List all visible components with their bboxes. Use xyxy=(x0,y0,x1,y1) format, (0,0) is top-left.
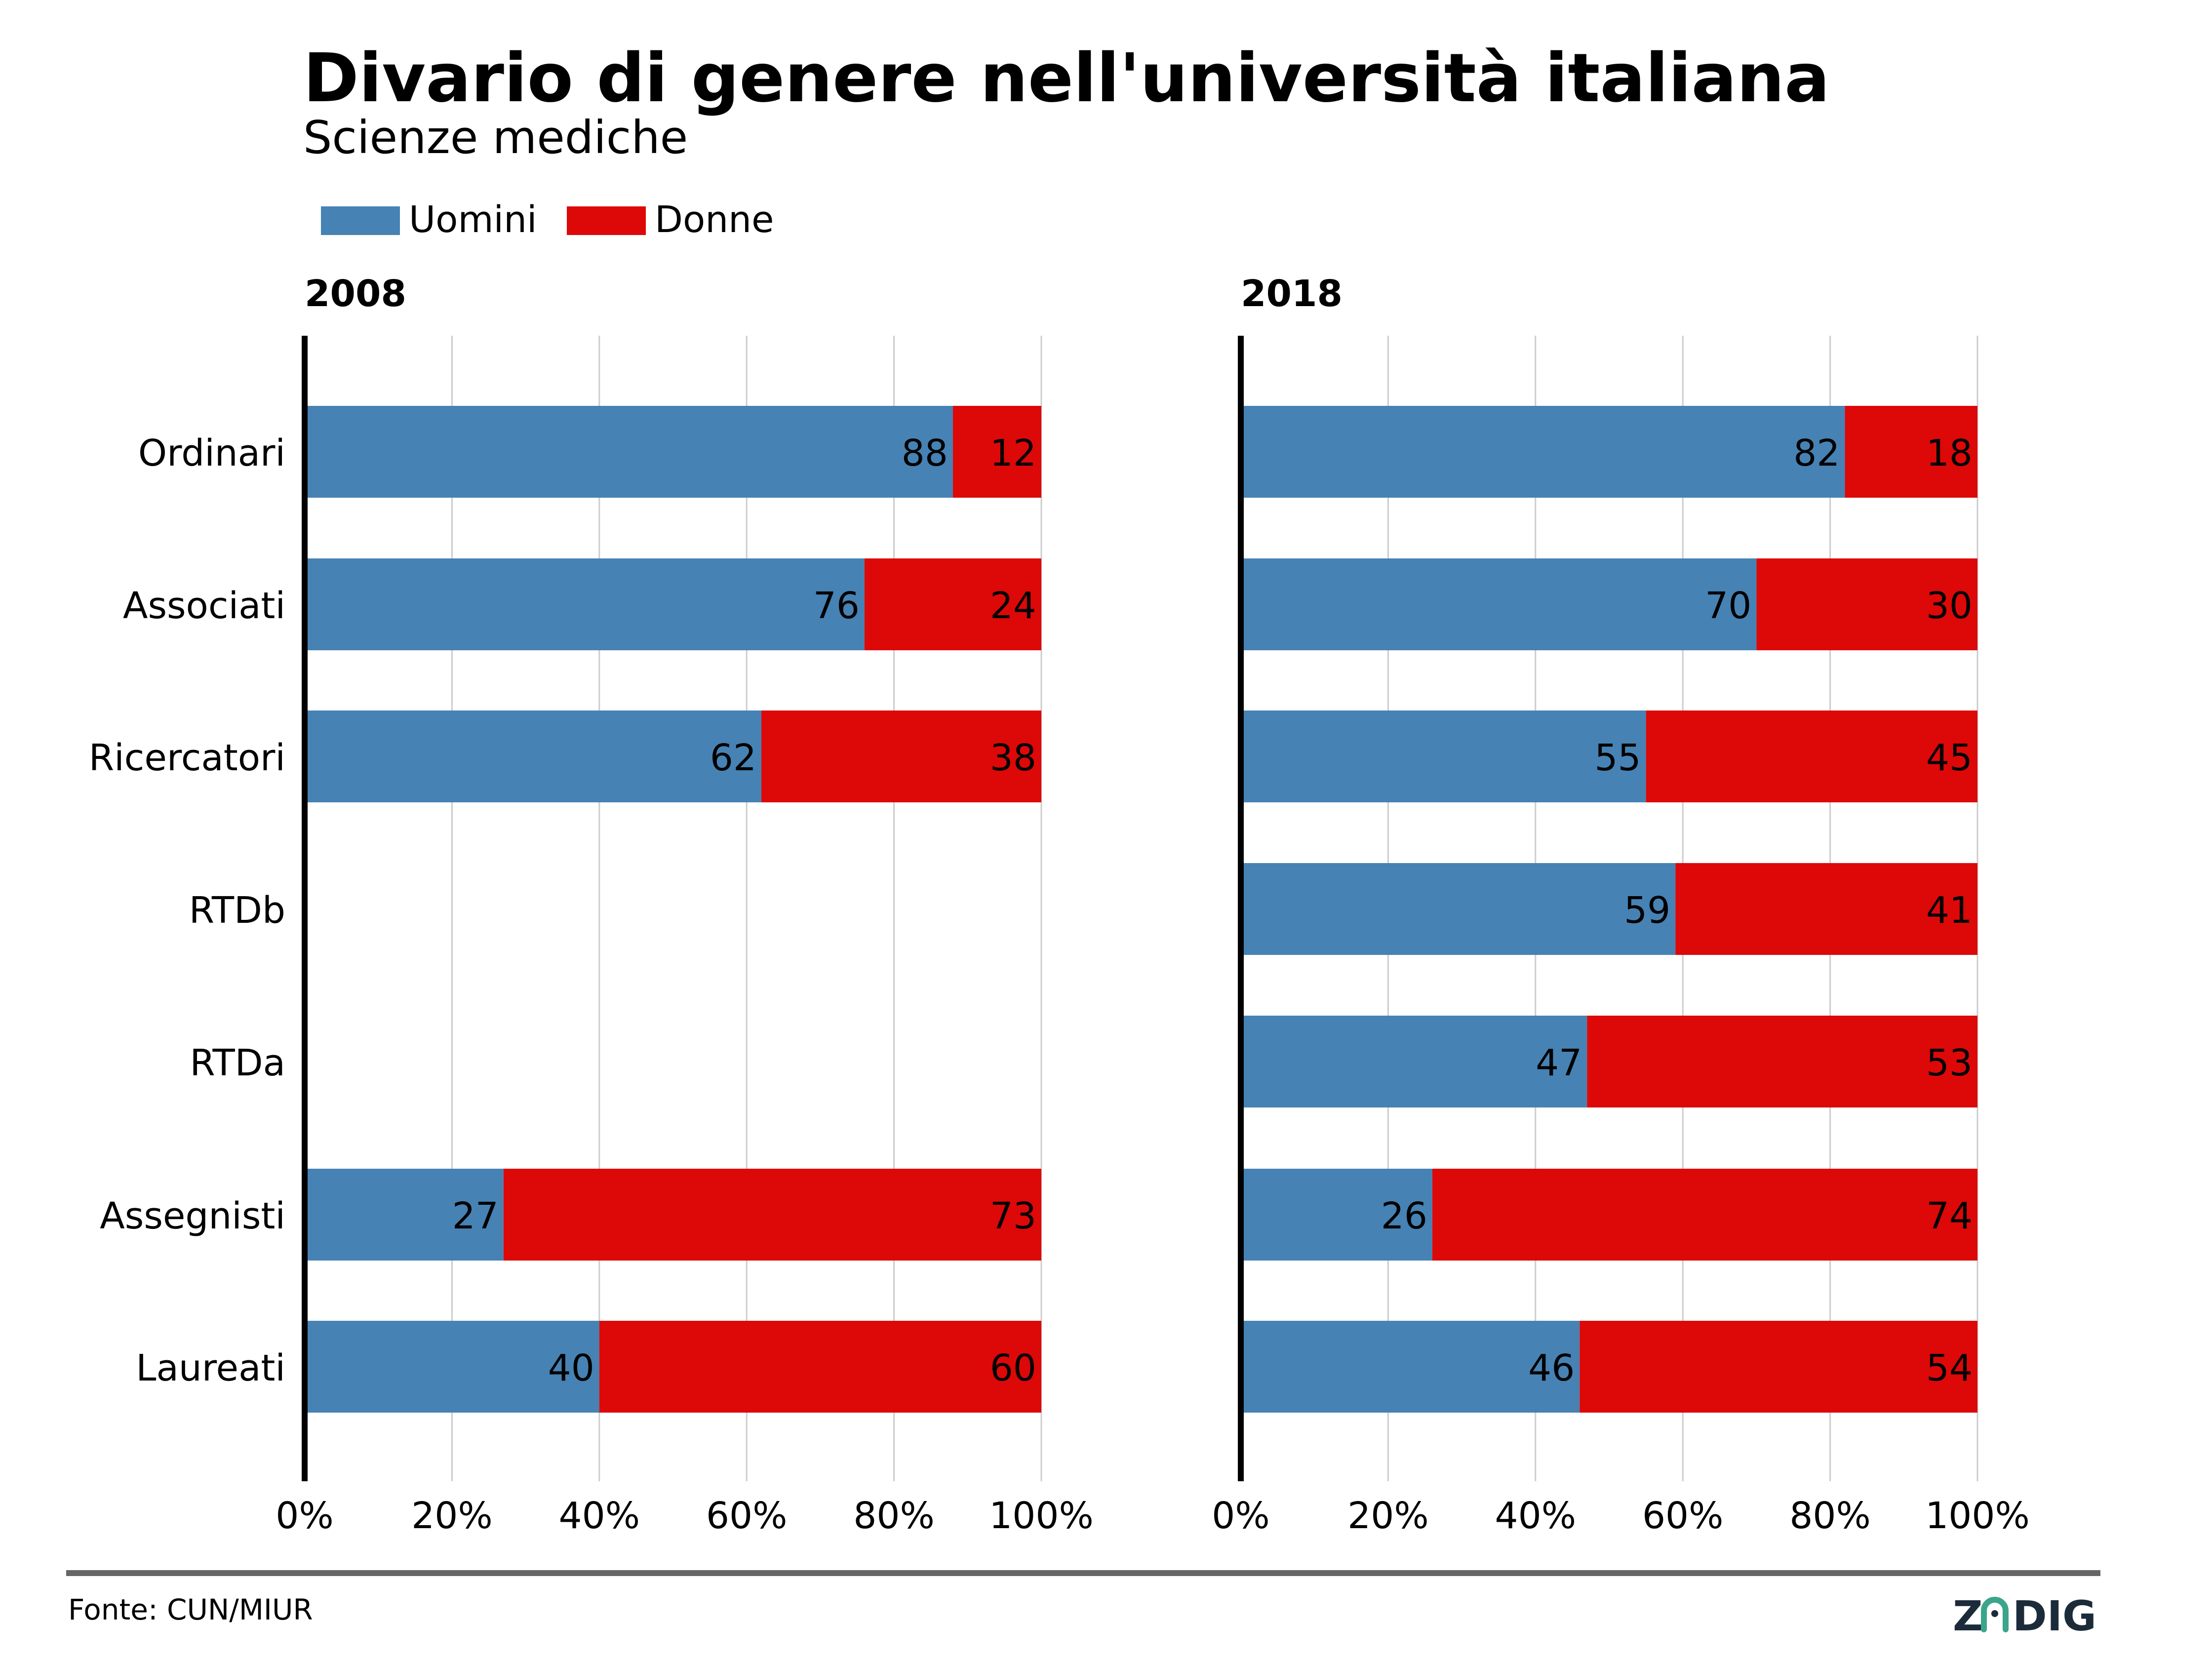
category-label: Ordinari xyxy=(138,432,285,474)
data-label: 55 xyxy=(1594,737,1641,779)
bar-uomini xyxy=(1241,1169,1432,1261)
bar-uomini xyxy=(1241,711,1646,802)
bar-donne xyxy=(952,406,1041,498)
data-label: 27 xyxy=(452,1195,499,1237)
x-tick-label: 40% xyxy=(1495,1495,1576,1537)
data-label: 24 xyxy=(990,585,1036,627)
legend: Uomini Donne xyxy=(321,198,774,241)
legend-item-uomini: Uomini xyxy=(321,198,537,241)
bar-donne xyxy=(1675,863,1977,955)
bar-uomini xyxy=(305,711,762,802)
chart-panel-2008: 2008 88 12 Ordinari 76 24 Associati 62 38 Ricerca… xyxy=(89,273,1094,1537)
legend-swatch xyxy=(321,206,400,235)
x-tick-label: 40% xyxy=(559,1495,640,1537)
x-tick-label: 60% xyxy=(706,1495,787,1537)
chart-title: Divario di genere nell'università italia… xyxy=(303,40,1830,118)
data-label: 76 xyxy=(813,585,860,627)
bar-donne xyxy=(1587,1016,1977,1107)
category-label: Ricercatori xyxy=(89,737,285,779)
brand-logo: Z DIG xyxy=(1953,1592,2096,1640)
bar-uomini xyxy=(305,1169,504,1261)
bar-donne xyxy=(599,1321,1041,1413)
legend-label: Uomini xyxy=(409,198,537,241)
bar-donne xyxy=(503,1169,1041,1261)
data-label: 62 xyxy=(710,737,756,779)
data-label: 88 xyxy=(902,432,948,474)
category-label: Associati xyxy=(123,585,285,627)
bar-donne xyxy=(1432,1169,1977,1261)
data-label: 47 xyxy=(1536,1042,1582,1084)
bar-donne xyxy=(864,558,1041,650)
data-label: 40 xyxy=(548,1347,594,1389)
x-tick-label: 0% xyxy=(276,1495,333,1537)
category-label: Assegnisti xyxy=(100,1195,285,1237)
category-label: RTDa xyxy=(190,1042,285,1084)
data-label: 70 xyxy=(1705,585,1751,627)
data-label: 38 xyxy=(990,737,1036,779)
data-label: 26 xyxy=(1381,1195,1427,1237)
panel-title: 2018 xyxy=(1241,273,1343,315)
chart-subtitle: Scienze mediche xyxy=(303,111,688,164)
bar-uomini xyxy=(1241,1321,1580,1413)
x-tick-label: 80% xyxy=(1789,1495,1870,1537)
data-label: 54 xyxy=(1926,1347,1973,1389)
bar-uomini xyxy=(1241,558,1757,650)
legend-label: Donne xyxy=(655,198,774,241)
bar-donne xyxy=(761,711,1041,802)
data-label: 30 xyxy=(1926,585,1973,627)
x-tick-label: 0% xyxy=(1212,1495,1269,1537)
legend-swatch xyxy=(567,206,646,235)
legend-item-donne: Donne xyxy=(567,198,774,241)
panel-title: 2008 xyxy=(305,273,406,315)
chart-panel-2018: 2018 82 18 70 30 55 45 59 41 47 53 26 74 46 54 0% 20% 40%… xyxy=(1212,273,2029,1537)
bar-uomini xyxy=(1241,406,1845,498)
data-label: 46 xyxy=(1528,1347,1575,1389)
data-label: 53 xyxy=(1926,1042,1973,1084)
x-tick-label: 100% xyxy=(1925,1495,2030,1537)
data-label: 18 xyxy=(1926,432,1973,474)
bar-donne xyxy=(1580,1321,1977,1413)
category-label: Laureati xyxy=(136,1347,285,1389)
bar-uomini xyxy=(1241,863,1676,955)
bar-uomini xyxy=(305,1321,599,1413)
bar-donne xyxy=(1845,406,1977,498)
data-label: 82 xyxy=(1793,432,1840,474)
bar-donne xyxy=(1646,711,1977,802)
data-label: 60 xyxy=(990,1347,1036,1389)
data-label: 59 xyxy=(1624,889,1670,932)
data-label: 45 xyxy=(1926,737,1973,779)
x-tick-label: 100% xyxy=(989,1495,1094,1537)
bar-uomini xyxy=(305,558,865,650)
x-tick-label: 20% xyxy=(1347,1495,1428,1537)
chart-panels: 2008 88 12 Ordinari 76 24 Associati 62 38 Ricerca… xyxy=(89,273,2030,1537)
data-label: 74 xyxy=(1926,1195,1973,1237)
x-tick-label: 60% xyxy=(1642,1495,1723,1537)
bar-uomini xyxy=(305,406,953,498)
svg-text:Z: Z xyxy=(1953,1592,1983,1640)
category-label: RTDb xyxy=(189,889,285,932)
bar-uomini xyxy=(1241,1016,1587,1107)
data-label: 41 xyxy=(1926,889,1973,932)
bar-donne xyxy=(1756,558,1977,650)
x-tick-label: 20% xyxy=(411,1495,492,1537)
svg-text:DIG: DIG xyxy=(2013,1592,2096,1640)
x-tick-label: 80% xyxy=(853,1495,934,1537)
source-note: Fonte: CUN/MIUR xyxy=(68,1593,313,1626)
data-label: 73 xyxy=(990,1195,1036,1237)
data-label: 12 xyxy=(990,432,1036,474)
